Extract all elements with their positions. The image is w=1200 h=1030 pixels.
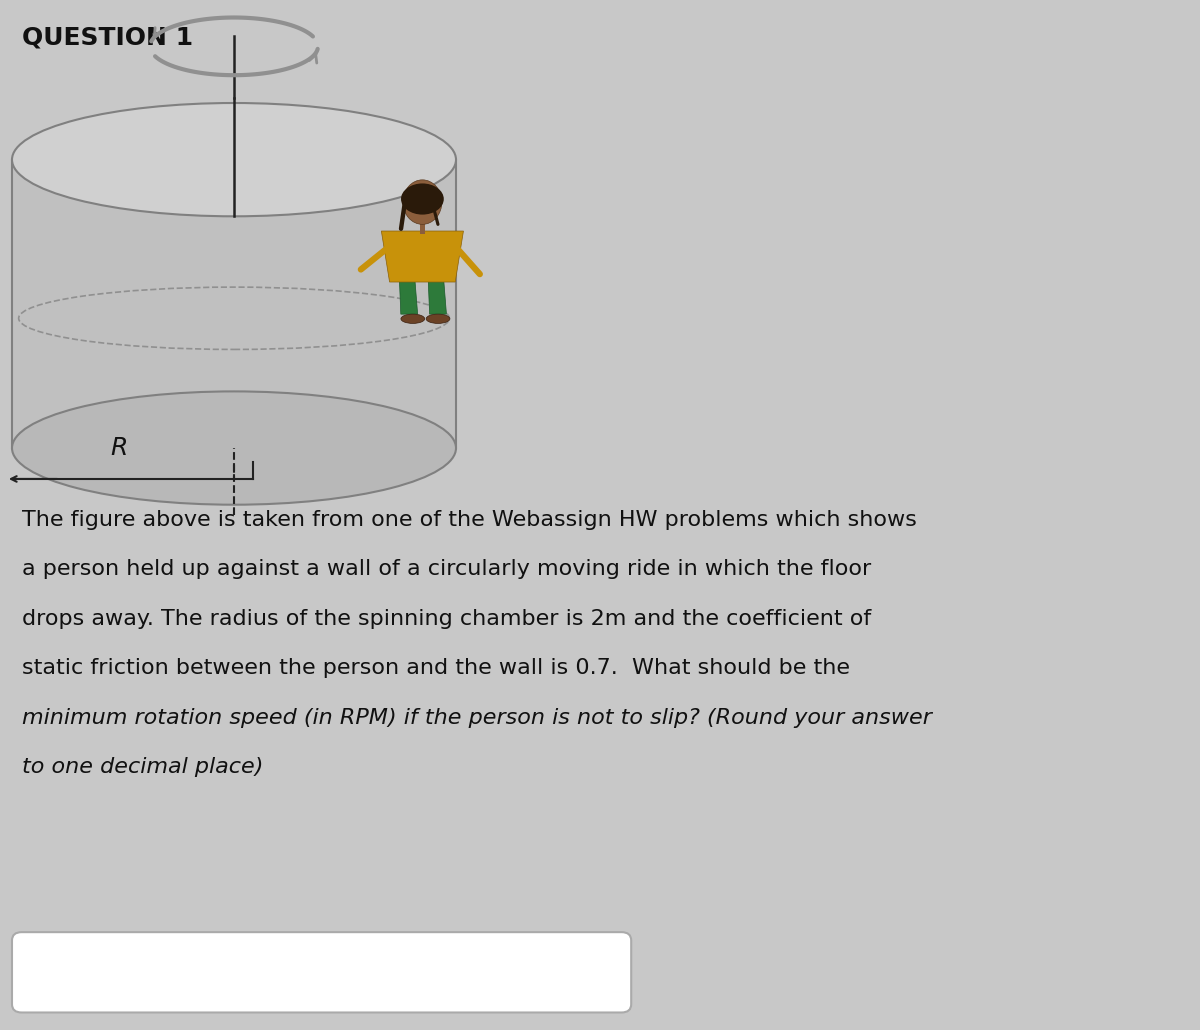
Polygon shape bbox=[400, 279, 418, 314]
Ellipse shape bbox=[12, 391, 456, 505]
Text: a person held up against a wall of a circularly moving ride in which the floor: a person held up against a wall of a cir… bbox=[22, 559, 871, 579]
Text: The figure above is taken from one of the Webassign HW problems which shows: The figure above is taken from one of th… bbox=[22, 510, 917, 529]
FancyBboxPatch shape bbox=[12, 932, 631, 1012]
Ellipse shape bbox=[12, 103, 456, 216]
Text: to one decimal place): to one decimal place) bbox=[22, 757, 263, 777]
Ellipse shape bbox=[426, 314, 450, 323]
Text: minimum rotation speed (in RPM) if the person is not to slip? (Round your answer: minimum rotation speed (in RPM) if the p… bbox=[22, 708, 931, 727]
Polygon shape bbox=[428, 279, 446, 314]
Text: drops away. The radius of the spinning chamber is 2m and the coefficient of: drops away. The radius of the spinning c… bbox=[22, 609, 871, 628]
Ellipse shape bbox=[401, 314, 425, 323]
Polygon shape bbox=[12, 160, 456, 448]
Text: R: R bbox=[110, 437, 127, 460]
Ellipse shape bbox=[401, 183, 444, 214]
Ellipse shape bbox=[403, 180, 442, 225]
Text: QUESTION 1: QUESTION 1 bbox=[22, 26, 193, 49]
Text: static friction between the person and the wall is 0.7.  What should be the: static friction between the person and t… bbox=[22, 658, 850, 678]
Polygon shape bbox=[382, 231, 463, 282]
